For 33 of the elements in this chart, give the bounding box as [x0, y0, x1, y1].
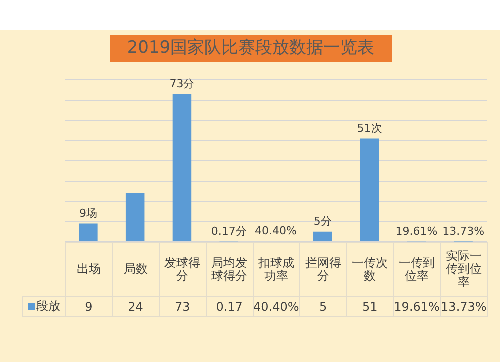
annotation: 40.40% [255, 224, 297, 238]
bar [126, 193, 145, 242]
x-tick-label: 扣球成功率 [253, 242, 300, 296]
data-label: 5 [300, 296, 347, 316]
x-tick-label: 出场 [66, 242, 112, 296]
annotation: 13.73% [442, 225, 485, 238]
data-label: 24 [112, 296, 160, 316]
x-tick-label: 拦网得分 [300, 242, 347, 296]
bar [79, 224, 98, 242]
x-tick-label: 发球得分 [159, 242, 206, 296]
data-label: 51 [346, 296, 394, 316]
data-label: 73 [159, 296, 206, 316]
x-tick-label: 一传次数 [346, 242, 394, 296]
data-label: 0.17 [206, 296, 253, 316]
data-label: 13.73% [440, 296, 488, 316]
x-tick-label: 局均发球得分 [206, 242, 253, 296]
bar [172, 94, 192, 242]
data-label: 19.61% [394, 296, 440, 316]
data-label: 9 [66, 296, 112, 316]
x-tick-label: 局数 [112, 242, 160, 296]
annotation: 5分 [314, 215, 332, 228]
data-label: 40.40% [253, 296, 300, 316]
annotation: 19.61% [396, 224, 438, 238]
annotation: 9场 [79, 207, 98, 220]
bar [360, 138, 380, 242]
legend-label: 段放 [22, 296, 66, 316]
bar [314, 232, 332, 242]
annotation: 0.17分 [211, 225, 247, 238]
annotation: 51次 [357, 122, 382, 136]
x-tick-label: 一传到位率 [394, 242, 440, 296]
chart-title: 2019国家队比赛段放数据一览表 [110, 35, 392, 62]
annotation: 73分 [170, 78, 195, 91]
x-tick-label: 实际一传到位率 [440, 242, 488, 296]
